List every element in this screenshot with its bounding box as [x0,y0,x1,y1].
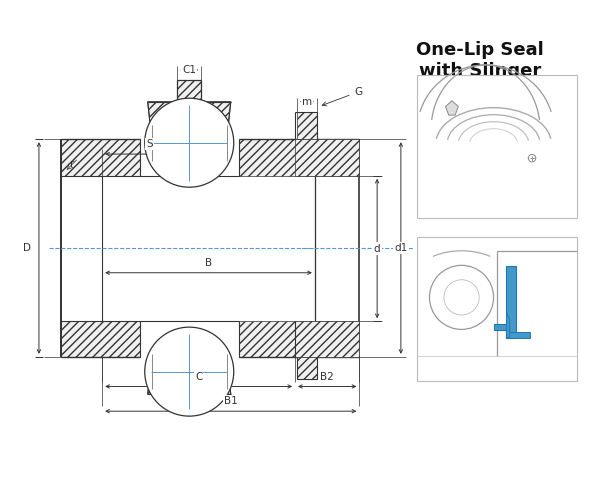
Text: B: B [205,258,212,268]
Bar [297,357,317,378]
Text: C: C [195,372,202,382]
Polygon shape [506,332,530,338]
Text: m: m [302,96,312,106]
Text: r: r [70,159,75,169]
Bar [239,139,359,176]
Text: d1: d1 [394,243,407,253]
Bar [295,321,359,357]
Polygon shape [148,357,231,395]
Text: S: S [146,139,152,149]
Circle shape [145,98,234,187]
Text: G: G [322,87,362,106]
Text: One-Lip Seal
with Slinger: One-Lip Seal with Slinger [416,40,544,80]
Circle shape [430,266,494,330]
Circle shape [145,327,234,416]
Polygon shape [446,101,458,115]
Bar [61,139,140,176]
Bar [295,139,359,176]
Bar [239,321,359,357]
Circle shape [444,280,479,315]
Text: B2: B2 [320,372,334,382]
Polygon shape [506,312,510,338]
Text: B1: B1 [224,396,238,406]
Text: D: D [23,243,31,253]
Text: d: d [374,244,380,254]
Bar [297,112,317,139]
Text: C1: C1 [182,65,196,75]
Polygon shape [494,266,516,338]
Bar [416,237,577,380]
Polygon shape [148,102,231,139]
Bar [416,75,577,219]
Bar [178,80,201,102]
Bar [102,176,315,321]
Circle shape [528,154,536,162]
Bar [61,321,140,357]
